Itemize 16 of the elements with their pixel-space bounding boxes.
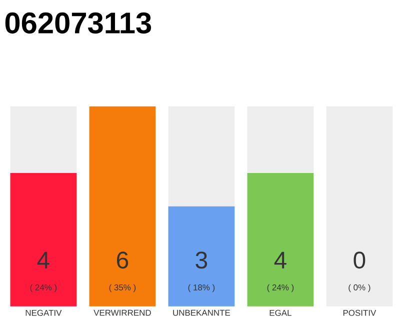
annotation: ( 35% ) — [109, 284, 136, 292]
annotation: ( 24% ) — [267, 284, 294, 292]
x-tick-label: VERWIRREND — [94, 310, 151, 316]
data-label: 4 — [274, 252, 286, 268]
data-label: 3 — [196, 252, 208, 269]
x-tick-label: EGAL — [270, 310, 292, 316]
data-label: 6 — [117, 252, 128, 269]
annotation: ( 0% ) — [348, 284, 370, 292]
annotation: ( 18% ) — [188, 284, 215, 292]
data-label: 0 — [354, 252, 366, 269]
x-tick-label: UNBEKANNTE — [173, 310, 230, 316]
data-label: 4 — [37, 252, 50, 268]
chart-title: 062073113 — [5, 12, 152, 34]
x-tick-label: NEGATIV — [26, 310, 62, 316]
annotation: ( 24% ) — [30, 284, 57, 292]
x-tick-label: POSITIV — [343, 310, 376, 316]
